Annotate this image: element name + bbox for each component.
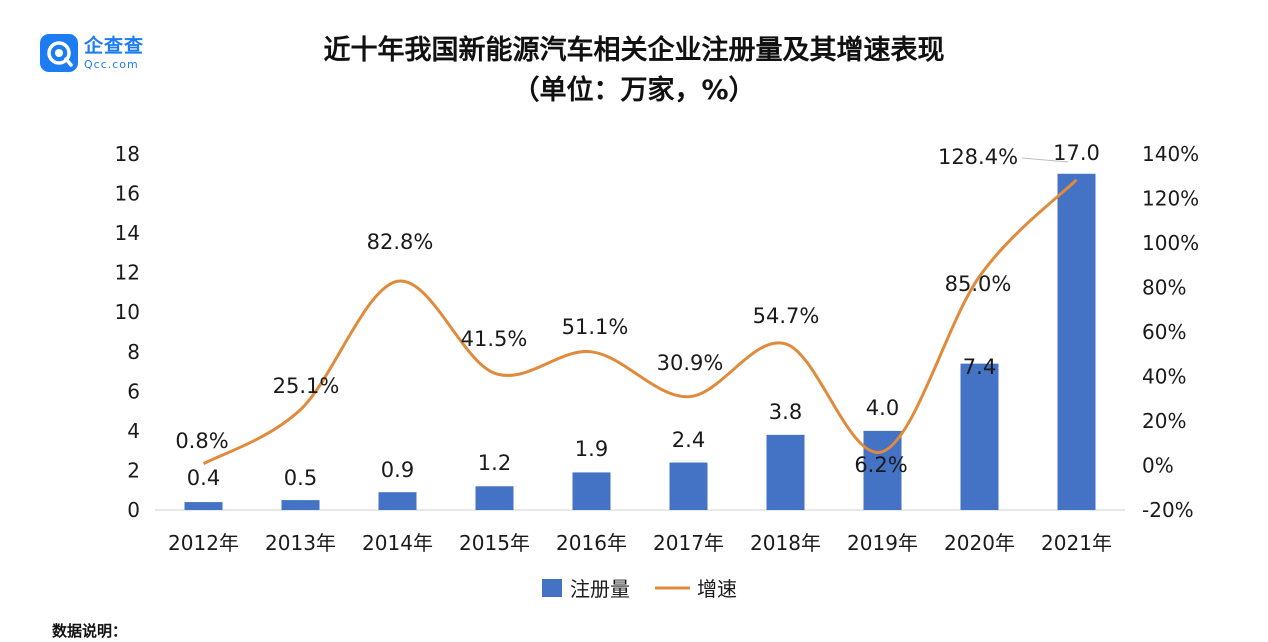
chart-subtitle: （单位：万家，%） bbox=[512, 75, 756, 106]
x-tick-label: 2020年 bbox=[944, 531, 1015, 555]
growth-line bbox=[202, 178, 1078, 466]
y-right-tick-label: 80% bbox=[1142, 276, 1186, 300]
y-right-tick-label: 40% bbox=[1142, 365, 1186, 389]
y-left-tick-label: 12 bbox=[115, 261, 140, 285]
x-tick-label: 2021年 bbox=[1041, 531, 1112, 555]
x-tick-label: 2018年 bbox=[750, 531, 821, 555]
data-note: 数据说明： bbox=[52, 622, 128, 640]
bar-value-label: 7.4 bbox=[963, 355, 996, 379]
bar bbox=[766, 434, 805, 510]
x-tick-label: 2019年 bbox=[847, 531, 918, 555]
bar bbox=[281, 500, 320, 510]
y-right-tick-label: -20% bbox=[1142, 498, 1194, 522]
y-left-tick-label: 4 bbox=[127, 419, 140, 443]
bar-value-label: 3.8 bbox=[769, 400, 802, 424]
legend-bar-label: 注册量 bbox=[570, 577, 630, 601]
x-tick-label: 2013年 bbox=[265, 531, 336, 555]
y-left-tick-label: 8 bbox=[127, 340, 140, 364]
bar-value-label: 1.9 bbox=[575, 437, 608, 461]
legend-line-label: 增速 bbox=[697, 577, 737, 601]
x-tick-label: 2014年 bbox=[362, 531, 433, 555]
bar-value-label: 0.4 bbox=[187, 466, 220, 490]
growth-value-label: 85.0% bbox=[945, 272, 1012, 296]
y-right-tick-label: 100% bbox=[1142, 231, 1199, 255]
bar bbox=[572, 472, 611, 510]
y-right-tick-label: 120% bbox=[1142, 187, 1199, 211]
y-right-tick-label: 140% bbox=[1142, 142, 1199, 166]
growth-value-label: 41.5% bbox=[461, 327, 528, 351]
bar-value-label: 0.5 bbox=[284, 466, 317, 490]
growth-value-label: 51.1% bbox=[562, 315, 629, 339]
growth-value-label: 0.8% bbox=[175, 429, 228, 453]
growth-value-label: 25.1% bbox=[273, 374, 340, 398]
growth-value-label: 128.4% bbox=[938, 145, 1018, 169]
bar-value-label: 4.0 bbox=[866, 396, 899, 420]
bar bbox=[184, 502, 223, 510]
qcc-logo-icon bbox=[40, 34, 78, 72]
bar bbox=[960, 363, 999, 510]
growth-value-label: 82.8% bbox=[367, 230, 434, 254]
y-right-tick-label: 0% bbox=[1142, 454, 1174, 478]
bar-value-label: 2.4 bbox=[672, 428, 705, 452]
label-leader-line bbox=[1021, 157, 1069, 163]
bar bbox=[1057, 173, 1096, 510]
chart-title: 近十年我国新能源汽车相关企业注册量及其增速表现 bbox=[323, 35, 945, 66]
bar-value-label: 0.9 bbox=[381, 458, 414, 482]
x-tick-label: 2017年 bbox=[653, 531, 724, 555]
y-left-tick-label: 18 bbox=[115, 142, 140, 166]
legend-bar-swatch bbox=[542, 579, 562, 597]
x-tick-label: 2015年 bbox=[459, 531, 530, 555]
bar bbox=[378, 492, 417, 510]
brand-domain: Qcc.com bbox=[84, 57, 139, 71]
y-left-tick-label: 2 bbox=[127, 458, 140, 482]
y-left-tick-label: 0 bbox=[127, 498, 140, 522]
brand-name: 企查查 bbox=[84, 34, 145, 57]
brand-logo: 企查查 Qcc.com bbox=[40, 34, 144, 72]
growth-value-label: 54.7% bbox=[753, 304, 820, 328]
x-tick-label: 2012年 bbox=[168, 531, 239, 555]
y-left-tick-label: 6 bbox=[127, 379, 140, 403]
y-right-tick-label: 20% bbox=[1142, 409, 1186, 433]
y-left-tick-label: 14 bbox=[115, 221, 140, 245]
bar-value-label: 1.2 bbox=[478, 451, 511, 475]
y-right-tick-label: 60% bbox=[1142, 320, 1186, 344]
bar bbox=[669, 462, 708, 510]
x-tick-label: 2016年 bbox=[556, 531, 627, 555]
y-left-tick-label: 16 bbox=[115, 182, 140, 206]
y-left-tick-label: 10 bbox=[115, 300, 140, 324]
growth-value-label: 30.9% bbox=[657, 351, 724, 375]
bar bbox=[475, 486, 514, 510]
growth-value-label: 6.2% bbox=[854, 453, 907, 477]
